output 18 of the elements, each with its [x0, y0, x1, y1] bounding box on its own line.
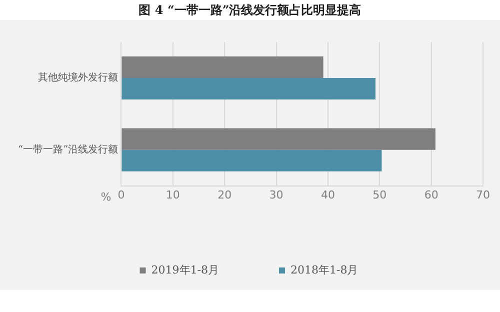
x-tick-label: 0: [118, 188, 125, 202]
bar: [122, 56, 324, 78]
bar: [122, 78, 376, 100]
y-tick-label: 其他纯境外发行额: [38, 72, 118, 84]
x-tick-label: 20: [218, 188, 232, 202]
x-tick-label: 50: [372, 188, 387, 202]
y-tick-label: “一带一路”沿线发行额: [18, 143, 118, 156]
x-tick-label: 30: [269, 188, 284, 202]
legend-label: 2018年1-8月: [290, 263, 358, 276]
x-tick-label: 70: [476, 188, 490, 202]
x-tick-label: 40: [320, 188, 335, 202]
x-tick-label: 10: [166, 188, 180, 202]
bar: [122, 150, 382, 172]
x-tick-label: 60: [424, 188, 438, 202]
legend-label: 2019年1-8月: [151, 263, 220, 276]
bar: [122, 128, 436, 150]
chart-title: 图 4 “一带一路”沿线发行额占比明显提高: [0, 0, 500, 20]
x-axis-title: %: [100, 190, 112, 204]
